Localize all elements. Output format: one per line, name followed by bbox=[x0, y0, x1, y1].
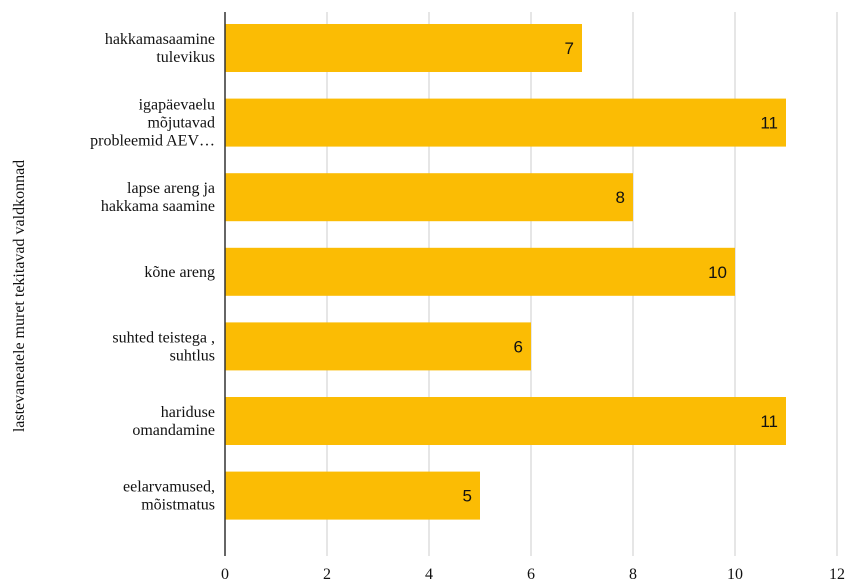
bars bbox=[225, 24, 786, 520]
data-label-5: 11 bbox=[760, 412, 778, 431]
bar-2 bbox=[225, 173, 633, 222]
data-label-3: 10 bbox=[708, 263, 727, 282]
bar-1 bbox=[225, 98, 786, 147]
x-tick-label-8: 8 bbox=[629, 566, 637, 583]
x-tick-label-4: 4 bbox=[425, 566, 433, 583]
category-label-0: hakkamasaamine tulevikus bbox=[105, 31, 215, 66]
data-label-2: 8 bbox=[616, 188, 625, 207]
labels: 0 2 4 6 8 10 12 7 hakkamasaamine tulevikus 11 igapä… bbox=[90, 31, 845, 583]
bar-3 bbox=[225, 247, 735, 296]
bar-5 bbox=[225, 397, 786, 445]
data-label-0: 7 bbox=[565, 39, 574, 58]
category-label-6: eelarvamused, mõistmatus bbox=[123, 479, 215, 514]
category-label-4: suhted teistega , suhtlus bbox=[112, 329, 215, 364]
bar-6 bbox=[225, 471, 480, 520]
x-tick-label-12: 12 bbox=[829, 566, 845, 583]
y-axis-title: lastevaneatele muret tekitavad valdkonna… bbox=[11, 160, 28, 432]
data-label-1: 11 bbox=[760, 114, 778, 133]
category-label-2: lapse areng ja hakkama saamine bbox=[101, 180, 215, 215]
x-tick-label-0: 0 bbox=[221, 566, 229, 583]
category-label-5: hariduse omandamine bbox=[132, 404, 215, 439]
category-label-3: kõne areng bbox=[144, 264, 215, 281]
category-label-1: igapäevaelu mõjutavad probleemid AEV… bbox=[90, 97, 215, 150]
x-tick-label-10: 10 bbox=[727, 566, 743, 583]
x-tick-label-2: 2 bbox=[323, 566, 331, 583]
data-label-4: 6 bbox=[514, 337, 523, 356]
bar-4 bbox=[225, 322, 531, 371]
x-tick-label-6: 6 bbox=[527, 566, 535, 583]
bar-0 bbox=[225, 24, 582, 72]
data-label-6: 5 bbox=[463, 487, 472, 506]
